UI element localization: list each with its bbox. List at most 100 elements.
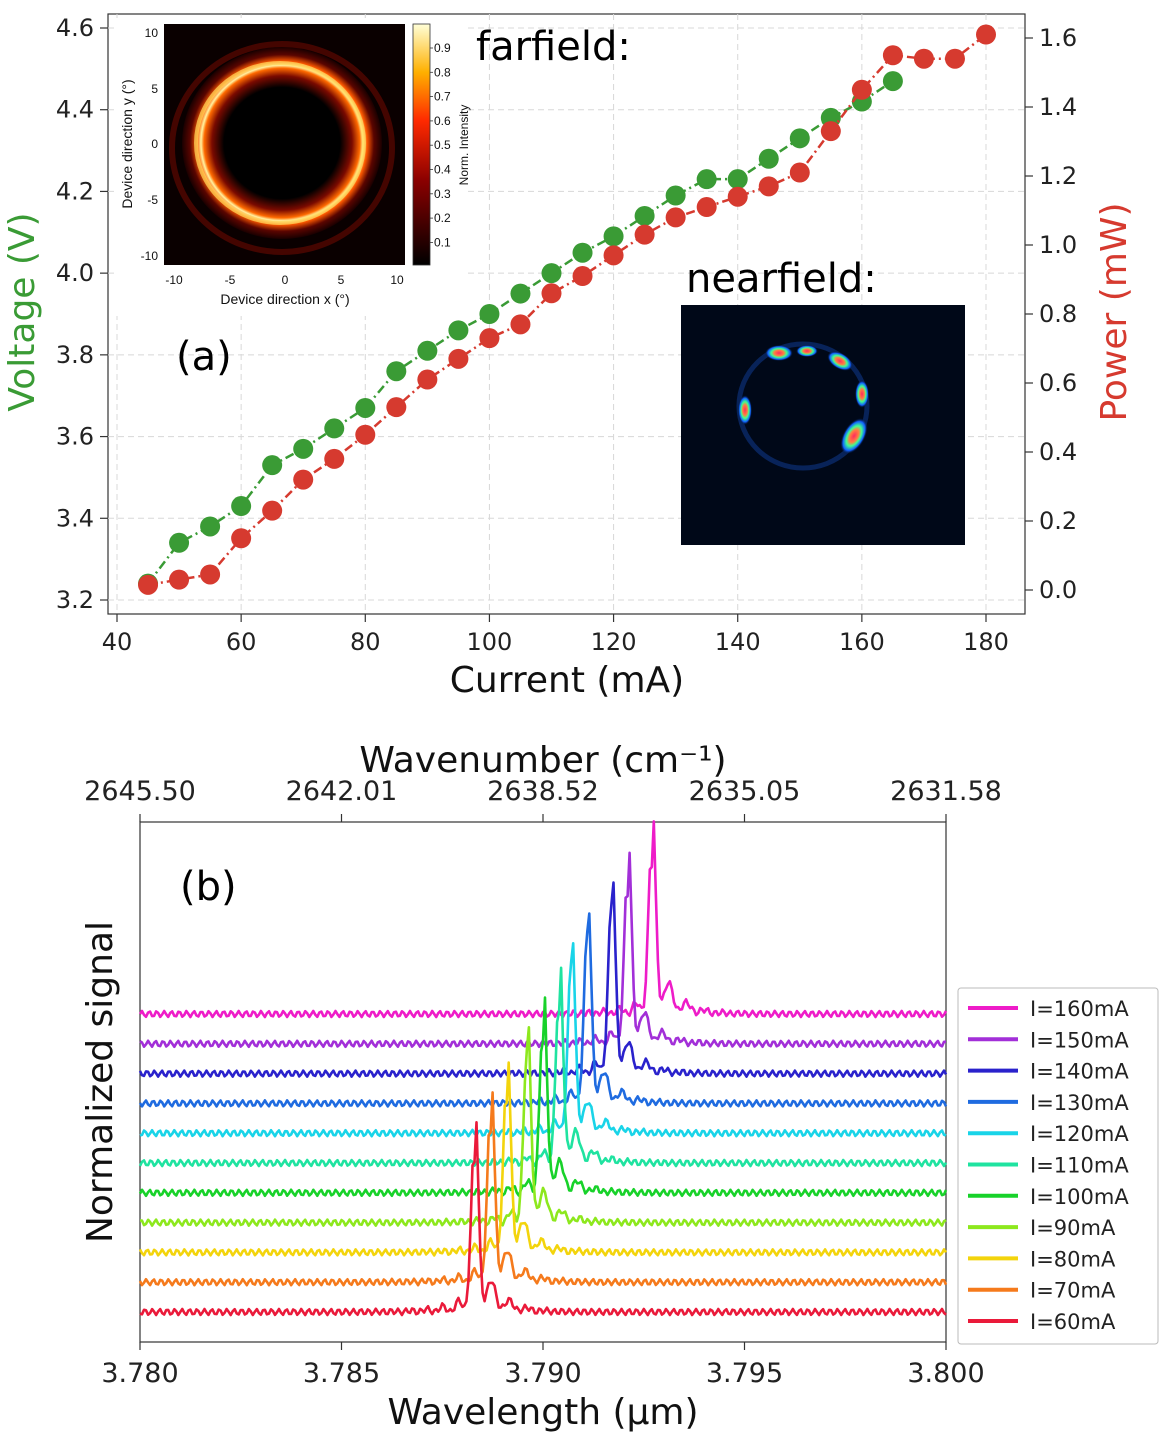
voltage-point [882, 71, 903, 92]
legend-label: I=130mA [1030, 1091, 1129, 1115]
legend-label: I=80mA [1030, 1247, 1116, 1271]
top-x-tick-label: 2645.50 [84, 776, 196, 807]
farfield-y-tick: 10 [145, 26, 159, 40]
panel-a-ticks: 40 60 80 100 120 140 160 1803.23.43.63.84.04.24… [56, 14, 1077, 656]
farfield-ticks: -10 -5 0 5 10 10 5 0 -5 -10 0.9 0.8 0.7 0.6 0.5 0.4 0.3 0… [141, 26, 451, 287]
y-right-tick-label: 0.8 [1039, 300, 1077, 328]
farfield-x-tick: 0 [282, 273, 289, 287]
power-point [696, 197, 717, 218]
colorbar-tick-label: 0.1 [434, 235, 451, 249]
legend-label: I=120mA [1030, 1122, 1129, 1146]
x-tick-label: 60 [226, 628, 257, 656]
legend-label: I=110mA [1030, 1154, 1129, 1178]
power-point [634, 224, 655, 245]
nearfield-spot [738, 395, 752, 425]
voltage-point [510, 283, 531, 304]
voltage-point [758, 148, 779, 169]
nearfield-image [681, 305, 965, 545]
farfield-x-tick: -10 [165, 273, 183, 287]
y-right-tick-label: 1.4 [1039, 93, 1077, 121]
y-left-tick-label: 4.2 [56, 177, 94, 205]
power-point [417, 369, 438, 390]
legend-label: I=60mA [1030, 1310, 1116, 1334]
y-left-tick-label: 3.6 [56, 423, 94, 451]
colorbar-tick-label: 0.4 [434, 163, 451, 177]
panel-a-ylabel-left: Voltage (V) [2, 212, 43, 411]
panel-b-ylabel: Normalized signal [80, 921, 121, 1243]
power-point [448, 348, 469, 369]
power-point [169, 569, 190, 590]
panel-b-frame [139, 821, 947, 1343]
power-point [386, 397, 407, 418]
top-x-tick-label: 2642.01 [286, 776, 398, 807]
power-point [572, 266, 593, 287]
farfield-xlabel: Device direction x (°) [220, 291, 349, 307]
farfield-title: farfield: [476, 24, 631, 70]
x-tick-label: 40 [102, 628, 133, 656]
legend-label: I=90mA [1030, 1216, 1116, 1240]
spectrum-line [138, 881, 948, 1078]
power-point [541, 283, 562, 304]
x-tick-label: 160 [839, 628, 885, 656]
voltage-point [727, 169, 748, 190]
nearfield-title: nearfield: [686, 256, 877, 302]
colorbar-tick-label: 0.8 [434, 65, 451, 79]
x-tick-label: 3.795 [706, 1358, 783, 1389]
nearfield-spot [827, 351, 853, 371]
y-left-tick-label: 3.2 [56, 586, 94, 614]
colorbar-tick-label: 0.2 [434, 211, 451, 225]
power-point [324, 448, 345, 469]
panel-a-series [138, 24, 996, 595]
farfield-ring-highlight [194, 61, 366, 225]
x-tick-label: 120 [591, 628, 637, 656]
spectrum-line [138, 966, 948, 1168]
nearfield-spot [855, 380, 869, 408]
power-point [262, 500, 283, 521]
spectrum-line [139, 1121, 947, 1317]
farfield-inset: -10 -5 0 5 10 10 5 0 -5 -10 0.9 0.8 0.7 0.6 0.5 0.4 0.3 0… [116, 18, 471, 316]
voltage-point [324, 418, 345, 439]
y-left-tick-label: 3.8 [56, 341, 94, 369]
farfield-outer-halo [169, 41, 395, 255]
voltage-point [634, 205, 655, 226]
voltage-point [355, 397, 376, 418]
y-left-tick-label: 4.6 [56, 14, 94, 42]
spectrum-line [138, 912, 948, 1108]
voltage-point [696, 169, 717, 190]
farfield-y-tick: -10 [141, 249, 159, 263]
spectrum-line [138, 1061, 948, 1257]
spectrum-line [138, 996, 948, 1198]
y-right-tick-label: 1.0 [1039, 231, 1077, 259]
voltage-point [169, 532, 190, 553]
power-point [665, 207, 686, 228]
power-point [882, 45, 903, 66]
top-x-tick-label: 2631.58 [890, 776, 1002, 807]
power-point [727, 186, 748, 207]
colorbar-tick-label: 0.9 [434, 41, 451, 55]
x-tick-label: 140 [715, 628, 761, 656]
y-right-tick-label: 0.4 [1039, 438, 1077, 466]
y-right-tick-label: 1.6 [1039, 24, 1077, 52]
spectrum-line [140, 1026, 947, 1227]
power-point [820, 121, 841, 142]
x-tick-label: 3.790 [504, 1358, 581, 1389]
top-x-tick-label: 2635.05 [689, 776, 801, 807]
panel-a-label: (a) [176, 334, 232, 380]
farfield-y-tick: 0 [151, 137, 158, 151]
voltage-point [386, 361, 407, 382]
x-tick-label: 3.785 [303, 1358, 380, 1389]
nearfield-spot [765, 345, 793, 361]
voltage-point [479, 304, 500, 324]
farfield-x-tick: -5 [225, 273, 236, 287]
y-right-tick-label: 0.0 [1039, 576, 1077, 604]
x-tick-label: 100 [467, 628, 513, 656]
power-point [293, 469, 314, 490]
farfield-colorbar-label: Norm. Intensity [457, 105, 471, 186]
farfield-ylabel: Device direction y (°) [119, 79, 135, 208]
panel-b-series [138, 820, 948, 1317]
colorbar-tick-label: 0.5 [434, 138, 451, 152]
voltage-point [293, 438, 314, 459]
farfield-ring [182, 47, 382, 239]
x-tick-label: 180 [963, 628, 1009, 656]
spectrum-line [139, 941, 947, 1138]
